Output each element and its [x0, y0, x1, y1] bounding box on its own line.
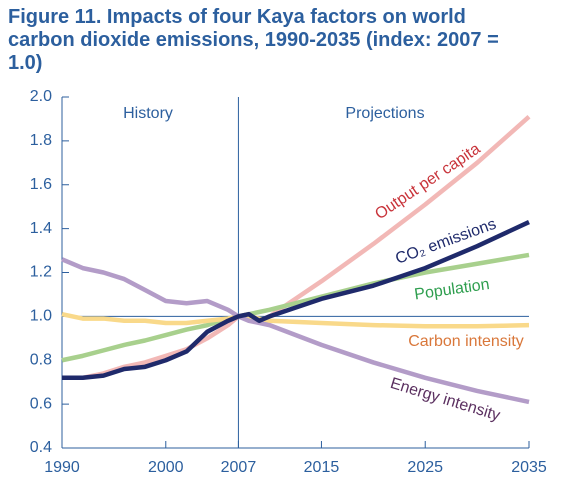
x-tick-label: 2025	[407, 459, 443, 476]
y-tick-label: 0.8	[30, 351, 52, 368]
series-line	[62, 220, 530, 381]
series-label: Population	[413, 276, 490, 303]
x-tick-label: 1990	[44, 459, 80, 476]
x-tick-label: 2000	[148, 459, 184, 476]
y-tick-label: 1.2	[30, 264, 52, 281]
y-tick-label: 2.0	[30, 88, 52, 105]
chart-title: Figure 11. Impacts of four Kaya factors …	[8, 6, 499, 74]
y-tick-label: 0.4	[30, 439, 52, 456]
x-tick-label: 2007	[221, 459, 257, 476]
annotation: Projections	[345, 105, 424, 122]
y-tick-label: 0.6	[30, 395, 52, 412]
y-tick-label: 1.6	[30, 176, 52, 193]
x-tick-label: 2035	[511, 459, 547, 476]
series-line	[61, 257, 530, 405]
series-label: Output per capita	[372, 140, 483, 223]
x-tick-label: 2015	[304, 459, 340, 476]
y-tick-label: 1.8	[30, 132, 52, 149]
y-tick-label: 1.4	[30, 220, 52, 237]
series-label: Carbon intensity	[408, 333, 524, 350]
annotation: History	[123, 105, 173, 122]
y-tick-label: 1.0	[30, 308, 52, 325]
